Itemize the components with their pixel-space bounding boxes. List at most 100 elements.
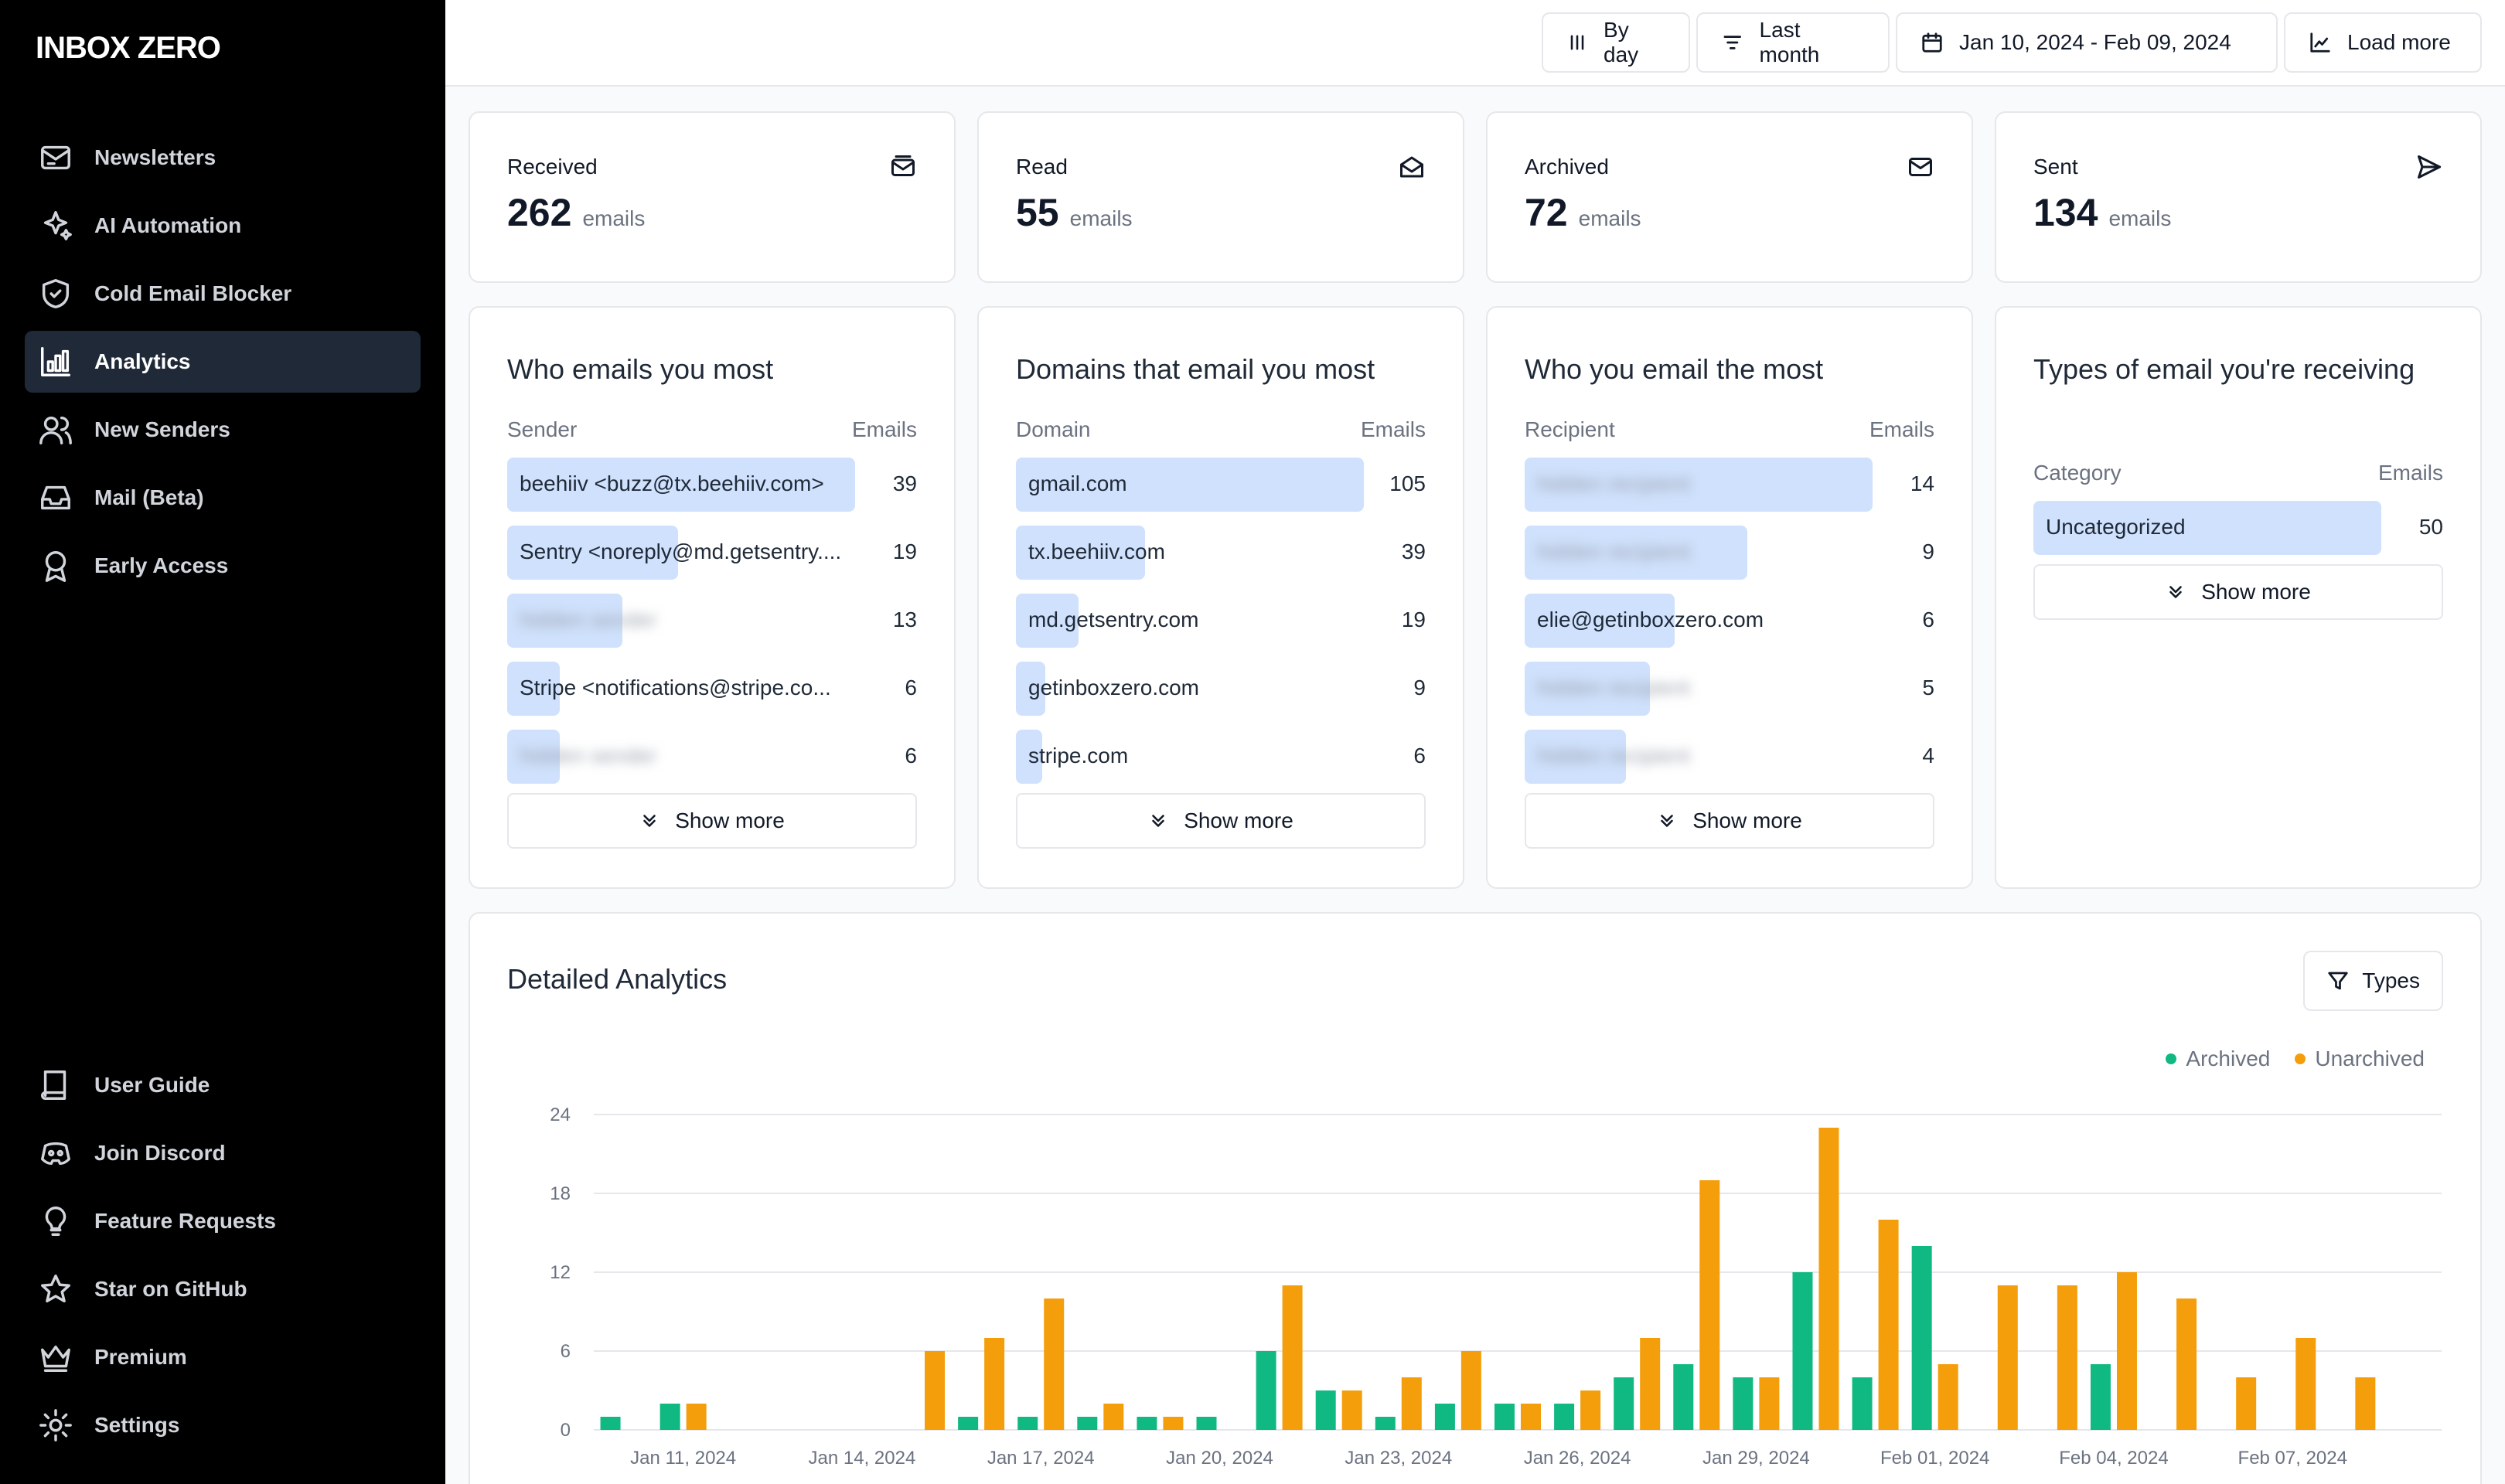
list-item[interactable]: Sentry <noreply@md.getsentry.... 19	[507, 518, 917, 586]
bar-unarchived[interactable]	[1460, 1351, 1481, 1430]
sidebar-item-user-guide[interactable]: User Guide	[25, 1054, 421, 1116]
bar-archived[interactable]	[1494, 1404, 1515, 1430]
bar-archived[interactable]	[1017, 1417, 1038, 1430]
bar-archived[interactable]	[1256, 1351, 1276, 1430]
list-item[interactable]: elie@getinboxzero.com 6	[1525, 586, 1934, 654]
sidebar-item-star-on-github[interactable]: Star on GitHub	[25, 1258, 421, 1320]
bar-unarchived[interactable]	[1580, 1390, 1601, 1430]
bar-archived[interactable]	[1852, 1377, 1873, 1430]
legend-item-archived[interactable]: Archived	[2166, 1047, 2270, 1071]
bar-archived[interactable]	[1077, 1417, 1098, 1430]
list-item[interactable]: getinboxzero.com 9	[1016, 654, 1426, 722]
sidebar-item-analytics[interactable]: Analytics	[25, 331, 421, 393]
bar-unarchived[interactable]	[984, 1338, 1005, 1430]
bar-unarchived[interactable]	[1401, 1377, 1422, 1430]
list-item-name: hidden recipient	[1537, 471, 1690, 495]
bar-archived[interactable]	[600, 1417, 621, 1430]
list-item[interactable]: beehiiv <buzz@tx.beehiiv.com> 39	[507, 450, 917, 518]
calendar-icon	[1922, 32, 1942, 53]
period-button[interactable]: Last month	[1696, 12, 1890, 73]
sidebar-item-join-discord[interactable]: Join Discord	[25, 1122, 421, 1184]
bar-unarchived[interactable]	[1282, 1285, 1303, 1430]
bar-archived[interactable]	[2090, 1364, 2111, 1430]
x-tick-label: Jan 20, 2024	[1166, 1448, 1273, 1469]
show-more-button[interactable]: Show more	[2033, 564, 2443, 620]
bar-archived[interactable]	[659, 1404, 680, 1430]
bar-unarchived[interactable]	[2355, 1377, 2376, 1430]
bar-archived[interactable]	[1196, 1417, 1217, 1430]
sidebar-item-new-senders[interactable]: New Senders	[25, 399, 421, 461]
list-item[interactable]: gmail.com 105	[1016, 450, 1426, 518]
bar-archived[interactable]	[1614, 1377, 1634, 1430]
bar-chart-icon	[41, 347, 70, 376]
list-item[interactable]: tx.beehiiv.com 39	[1016, 518, 1426, 586]
list-item[interactable]: hidden sender 13	[507, 586, 917, 654]
legend-item-unarchived[interactable]: Unarchived	[2295, 1047, 2425, 1071]
bar-unarchived[interactable]	[1640, 1338, 1661, 1430]
bar-unarchived[interactable]	[686, 1404, 707, 1430]
bar-archived[interactable]	[1554, 1404, 1575, 1430]
sidebar-item-ai-automation[interactable]: AI Automation	[25, 195, 421, 257]
bar-unarchived[interactable]	[1521, 1404, 1541, 1430]
list-item[interactable]: stripe.com 6	[1016, 722, 1426, 790]
show-more-button[interactable]: Show more	[1525, 793, 1934, 849]
x-tick-label: Feb 01, 2024	[1880, 1448, 1989, 1469]
show-more-button[interactable]: Show more	[1016, 793, 1426, 849]
bar-unarchived[interactable]	[1997, 1285, 2018, 1430]
bar-unarchived[interactable]	[2176, 1298, 2197, 1430]
list-item[interactable]: Uncategorized 50	[2033, 493, 2443, 561]
date-range-picker[interactable]: Jan 10, 2024 - Feb 09, 2024	[1896, 12, 2278, 73]
bar-archived[interactable]	[958, 1417, 979, 1430]
stat-card-read: Read 55 emails	[977, 111, 1464, 283]
list-item[interactable]: hidden recipient 5	[1525, 654, 1934, 722]
bar-unarchived[interactable]	[1341, 1390, 1362, 1430]
sidebar-item-feature-requests[interactable]: Feature Requests	[25, 1190, 421, 1252]
bar-unarchived[interactable]	[2295, 1338, 2316, 1430]
stat-icon-wrap	[2415, 153, 2443, 181]
bar-archived[interactable]	[1434, 1404, 1455, 1430]
list-item[interactable]: Stripe <notifications@stripe.co... 6	[507, 654, 917, 722]
sidebar-item-premium[interactable]: Premium	[25, 1326, 421, 1388]
bar-unarchived[interactable]	[1163, 1417, 1184, 1430]
shield-icon	[42, 279, 70, 308]
list-item[interactable]: hidden recipient 14	[1525, 450, 1934, 518]
show-more-button[interactable]: Show more	[507, 793, 917, 849]
list-item[interactable]: md.getsentry.com 19	[1016, 586, 1426, 654]
bar-unarchived[interactable]	[925, 1351, 946, 1430]
bar-archived[interactable]	[1911, 1246, 1932, 1430]
bar-unarchived[interactable]	[1759, 1377, 1780, 1430]
by-day-label: By day	[1604, 18, 1639, 66]
bar-unarchived[interactable]	[2116, 1272, 2137, 1430]
bar-unarchived[interactable]	[1699, 1180, 1720, 1430]
bar-unarchived[interactable]	[1818, 1128, 1839, 1430]
list-item[interactable]: hidden recipient 4	[1525, 722, 1934, 790]
list-item-count: 6	[1413, 744, 1426, 768]
sidebar-item-cold-email-blocker[interactable]: Cold Email Blocker	[25, 263, 421, 325]
list-item-count: 50	[2418, 515, 2443, 539]
load-more-button[interactable]: Load more	[2284, 12, 2482, 73]
sidebar-item-settings[interactable]: Settings	[25, 1394, 421, 1456]
sidebar-item-mail-beta[interactable]: Mail (Beta)	[25, 467, 421, 529]
list-item[interactable]: hidden sender 6	[507, 722, 917, 790]
bar-unarchived[interactable]	[2236, 1377, 2257, 1430]
bar-unarchived[interactable]	[2057, 1285, 2077, 1430]
bar-unarchived[interactable]	[1878, 1220, 1899, 1430]
bar-unarchived[interactable]	[1103, 1404, 1124, 1430]
bar-unarchived[interactable]	[1044, 1298, 1065, 1430]
list-item[interactable]: hidden recipient 9	[1525, 518, 1934, 586]
bar-archived[interactable]	[1375, 1417, 1396, 1430]
bar-archived[interactable]	[1315, 1390, 1336, 1430]
bar-archived[interactable]	[1137, 1417, 1157, 1430]
bar-archived[interactable]	[1733, 1377, 1754, 1430]
app-logo[interactable]: INBOX ZERO	[36, 31, 221, 65]
bar-unarchived[interactable]	[1938, 1364, 1958, 1430]
stat-value: 55	[1016, 191, 1059, 234]
y-tick-label: 12	[550, 1262, 571, 1283]
types-filter-button[interactable]: Types	[2303, 951, 2443, 1011]
sidebar-item-early-access[interactable]: Early Access	[25, 535, 421, 597]
bar-archived[interactable]	[1792, 1272, 1813, 1430]
bar-archived[interactable]	[1673, 1364, 1694, 1430]
stat-unit: emails	[2108, 206, 2172, 230]
sidebar-item-newsletters[interactable]: Newsletters	[25, 127, 421, 189]
by-day-button[interactable]: By day	[1542, 12, 1690, 73]
